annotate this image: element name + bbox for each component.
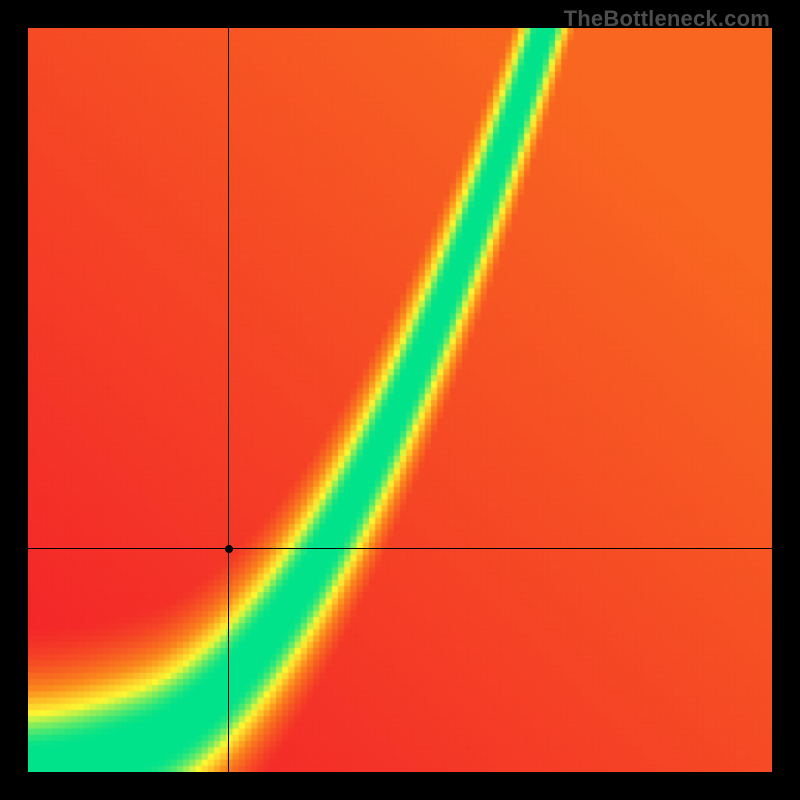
chart-frame: TheBottleneck.com <box>0 0 800 800</box>
heatmap-canvas <box>28 28 772 772</box>
heatmap-plot <box>28 28 772 772</box>
